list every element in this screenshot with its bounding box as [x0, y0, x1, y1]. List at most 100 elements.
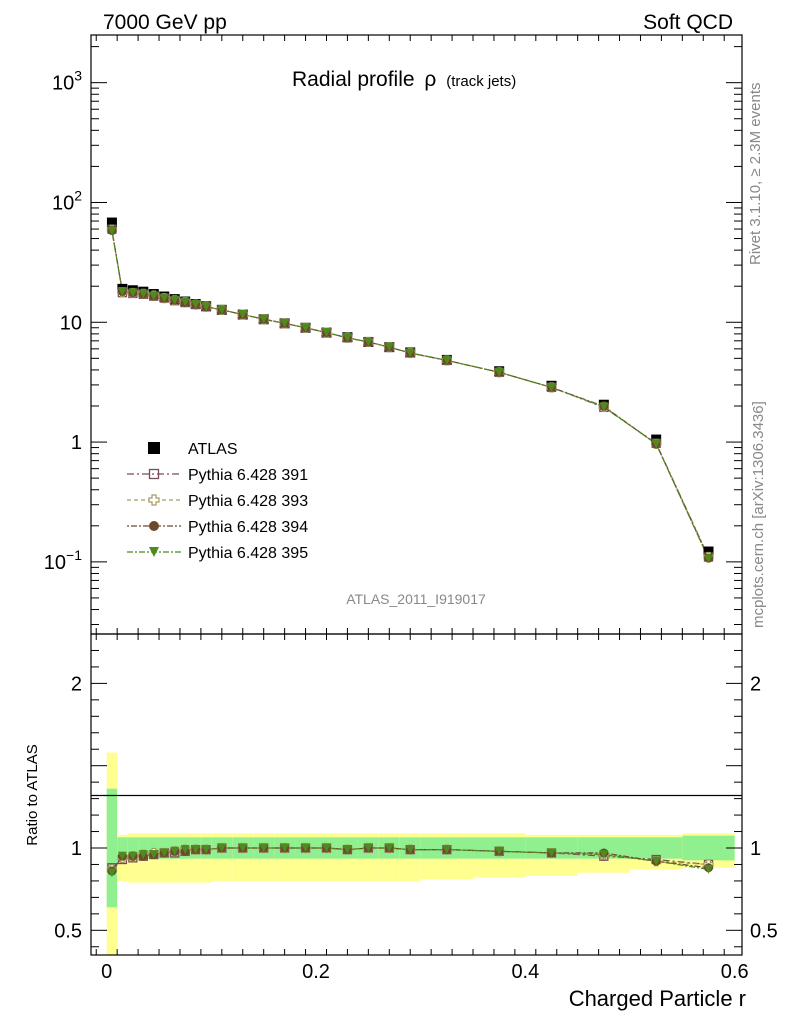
series-point	[301, 323, 311, 333]
ratio-point	[405, 845, 415, 855]
ratio-point	[117, 851, 127, 861]
x-tick-label: 0.2	[302, 961, 330, 983]
legend-marker	[148, 468, 160, 480]
ratio-point	[191, 845, 201, 855]
y-tick-label-base: 10	[44, 552, 66, 574]
series-point	[170, 295, 180, 305]
series-point	[651, 439, 661, 449]
y-tick-label-ratio-right: 0.5	[750, 920, 778, 942]
header-energy-label: 7000 GeV pp	[103, 11, 227, 34]
series-point	[107, 226, 117, 236]
ratio-point	[547, 848, 557, 858]
series-point	[547, 382, 557, 392]
y-tick-label-ratio: 0.5	[54, 920, 82, 942]
legend-label: ATLAS	[188, 441, 238, 458]
series-point	[405, 348, 415, 358]
y-tick-label-base: 10	[52, 73, 74, 95]
chart-title-symbol: ρ	[424, 68, 436, 91]
ratio-point	[301, 843, 311, 853]
chart-title: Radial profile ρ (track jets)	[292, 68, 516, 91]
series-point	[180, 297, 190, 307]
ratio-point	[651, 856, 661, 866]
series-point	[280, 318, 290, 328]
band-inner	[138, 837, 149, 859]
series-point	[321, 328, 331, 338]
x-tick-label: 0.6	[721, 961, 749, 983]
ratio-point	[280, 843, 290, 853]
y-tick-label-exponent: 3	[74, 68, 82, 84]
series-point	[191, 300, 201, 310]
ratio-point	[170, 846, 180, 856]
series-point	[201, 302, 211, 312]
ratio-point	[149, 850, 159, 860]
axis-ticks	[91, 35, 742, 955]
ratio-point	[442, 845, 452, 855]
y-tick-label-ratio-right: 1	[750, 838, 761, 860]
ratio-plot-frame	[90, 633, 743, 956]
x-tick-label: 0.4	[511, 961, 539, 983]
band-inner	[117, 837, 128, 859]
series-point	[149, 291, 159, 301]
data-point-atlas	[106, 217, 117, 228]
legend-marker	[149, 521, 159, 531]
series-point	[259, 314, 269, 324]
y-tick-label-base: 10	[52, 192, 74, 214]
series-point	[128, 288, 138, 298]
y-tick-label-main: 1	[71, 432, 82, 454]
ratio-point	[599, 850, 609, 860]
band-inner	[127, 837, 139, 859]
y-tick-label-ratio: 1	[71, 838, 82, 860]
series-point	[384, 342, 394, 352]
header-category-label: Soft QCD	[643, 11, 733, 34]
ratio-y-axis-label: Ratio to ATLAS	[24, 744, 41, 845]
series-point	[117, 287, 127, 297]
ratio-point	[321, 843, 331, 853]
series-point	[342, 333, 352, 343]
ratio-point	[363, 843, 373, 853]
rivet-label: Rivet 3.1.10, ≥ 2.3M events	[747, 83, 764, 266]
legend-marker	[148, 494, 160, 506]
series-point	[704, 554, 714, 564]
ratio-point	[494, 846, 504, 856]
y-tick-label-ratio: 2	[71, 673, 82, 695]
series-point	[363, 337, 373, 347]
legend: ATLAS Pythia 6.428 391 Pythia 6.428 393 Pyt…	[127, 441, 308, 562]
legend-marker	[149, 547, 159, 557]
ratio-uncertainty-bands	[106, 752, 735, 955]
y-tick-label-main: 10	[60, 312, 82, 334]
series-point	[238, 310, 248, 320]
legend-label: Pythia 6.428 391	[188, 467, 308, 484]
legend-label: Pythia 6.428 393	[188, 493, 308, 510]
x-axis-label: Charged Particle r	[569, 986, 746, 1011]
legend-marker	[148, 442, 160, 454]
series-point	[442, 355, 452, 365]
ratio-point	[107, 868, 117, 878]
ratio-point	[704, 864, 714, 874]
ratio-point	[342, 845, 352, 855]
data-point-atlas	[703, 546, 714, 557]
y-tick-label-main: 10−1	[44, 547, 82, 574]
ratio-point	[138, 850, 148, 860]
series-point	[159, 293, 169, 303]
legend-label: Pythia 6.428 394	[188, 519, 308, 536]
ratio-point	[201, 845, 211, 855]
analysis-id-label: ATLAS_2011_I919017	[346, 591, 486, 607]
series-line	[111, 230, 710, 560]
band-inner	[630, 837, 683, 859]
band-inner	[682, 835, 735, 861]
ratio-point	[159, 848, 169, 858]
y-tick-label-ratio-right: 2	[750, 673, 761, 695]
y-tick-label-exponent: −1	[66, 547, 82, 563]
series-point	[494, 367, 504, 377]
ratio-series-markers	[106, 842, 714, 878]
mcplots-label: mcplots.cern.ch [arXiv:1306.3436]	[750, 401, 767, 628]
legend-label: Pythia 6.428 395	[188, 545, 308, 562]
band-inner	[106, 788, 118, 908]
x-tick-label: 0	[101, 961, 112, 983]
series-point	[217, 305, 227, 315]
main-series-lines	[111, 229, 710, 560]
ratio-point	[259, 843, 269, 853]
y-tick-label-exponent: 2	[74, 187, 82, 203]
